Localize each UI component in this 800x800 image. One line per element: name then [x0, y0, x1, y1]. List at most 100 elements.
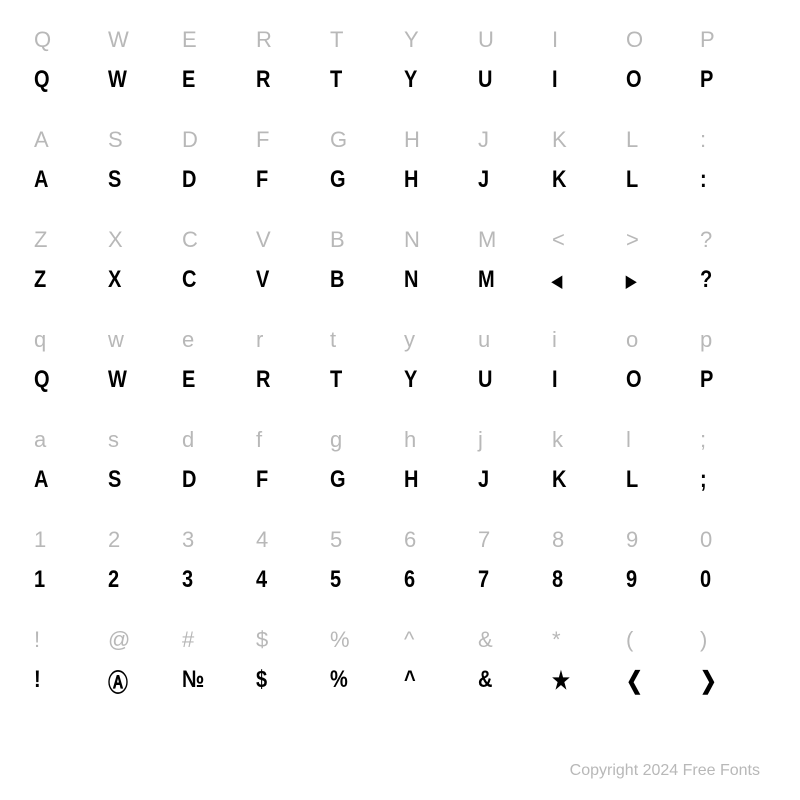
- font-glyph: 5: [330, 556, 341, 604]
- font-glyph: X: [108, 256, 121, 304]
- char-cell: UU: [474, 20, 548, 120]
- reference-character: d: [182, 420, 194, 460]
- reference-character: K: [552, 120, 567, 160]
- font-glyph: E: [182, 356, 195, 404]
- reference-character: #: [182, 620, 194, 660]
- reference-character: P: [700, 20, 715, 60]
- reference-character: t: [330, 320, 336, 360]
- reference-character: V: [256, 220, 271, 260]
- reference-character: 5: [330, 520, 342, 560]
- char-cell: )❯: [696, 620, 770, 720]
- char-cell: gG: [326, 420, 400, 520]
- font-glyph: T: [330, 356, 342, 404]
- reference-character: E: [182, 20, 197, 60]
- reference-character: (: [626, 620, 633, 660]
- char-cell: YY: [400, 20, 474, 120]
- font-glyph: V: [256, 256, 269, 304]
- font-glyph: Z: [34, 256, 46, 304]
- char-cell: dD: [178, 420, 252, 520]
- char-cell: 00: [696, 520, 770, 620]
- reference-character: U: [478, 20, 494, 60]
- reference-character: N: [404, 220, 420, 260]
- char-cell: OO: [622, 20, 696, 120]
- char-cell: $$: [252, 620, 326, 720]
- char-cell: QQ: [30, 20, 104, 120]
- font-glyph: ❮: [626, 656, 643, 704]
- font-glyph: B: [330, 256, 344, 304]
- char-cell: EE: [178, 20, 252, 120]
- char-cell: BB: [326, 220, 400, 320]
- char-cell: pP: [696, 320, 770, 420]
- reference-character: L: [626, 120, 638, 160]
- reference-character: 7: [478, 520, 490, 560]
- char-cell: SS: [104, 120, 178, 220]
- font-glyph: 7: [478, 556, 489, 604]
- font-glyph: I: [552, 356, 558, 404]
- font-glyph: ?: [700, 256, 712, 304]
- font-glyph: Y: [404, 56, 417, 104]
- reference-character: 6: [404, 520, 416, 560]
- font-glyph: ^: [404, 656, 416, 704]
- font-glyph: L: [626, 156, 638, 204]
- reference-character: H: [404, 120, 420, 160]
- reference-character: I: [552, 20, 558, 60]
- font-glyph: H: [404, 456, 418, 504]
- reference-character: F: [256, 120, 269, 160]
- char-cell: PP: [696, 20, 770, 120]
- char-cell: MM: [474, 220, 548, 320]
- font-glyph: 9: [626, 556, 637, 604]
- font-glyph: Q: [34, 56, 50, 104]
- font-glyph: D: [182, 156, 196, 204]
- font-glyph: 1: [34, 556, 45, 604]
- font-glyph: R: [256, 56, 270, 104]
- char-cell: <◂: [548, 220, 622, 320]
- char-cell: VV: [252, 220, 326, 320]
- reference-character: 8: [552, 520, 564, 560]
- char-cell: !!: [30, 620, 104, 720]
- font-glyph: G: [330, 456, 346, 504]
- char-cell: ::: [696, 120, 770, 220]
- char-cell: jJ: [474, 420, 548, 520]
- reference-character: G: [330, 120, 347, 160]
- char-cell: @Ⓐ: [104, 620, 178, 720]
- font-glyph: Ⓐ: [108, 656, 128, 704]
- reference-character: ^: [404, 620, 414, 660]
- char-cell: %%: [326, 620, 400, 720]
- char-cell: 77: [474, 520, 548, 620]
- font-glyph: S: [108, 456, 121, 504]
- char-cell: oO: [622, 320, 696, 420]
- char-cell: kK: [548, 420, 622, 520]
- char-cell: ZZ: [30, 220, 104, 320]
- char-cell: eE: [178, 320, 252, 420]
- char-cell: rR: [252, 320, 326, 420]
- reference-character: Y: [404, 20, 419, 60]
- reference-character: <: [552, 220, 565, 260]
- reference-character: @: [108, 620, 130, 660]
- char-cell: (❮: [622, 620, 696, 720]
- font-glyph: T: [330, 56, 342, 104]
- reference-character: !: [34, 620, 40, 660]
- font-glyph: O: [626, 356, 642, 404]
- reference-character: C: [182, 220, 198, 260]
- char-cell: NN: [400, 220, 474, 320]
- reference-character: l: [626, 420, 631, 460]
- reference-character: R: [256, 20, 272, 60]
- reference-character: M: [478, 220, 496, 260]
- reference-character: 4: [256, 520, 268, 560]
- character-map-grid: QQWWEERRTTYYUUIIOOPPAASSDDFFGGHHJJKKLL::…: [0, 0, 800, 720]
- reference-character: k: [552, 420, 563, 460]
- font-glyph: R: [256, 356, 270, 404]
- font-glyph: F: [256, 156, 268, 204]
- copyright-text: Copyright 2024 Free Fonts: [570, 762, 760, 780]
- font-glyph: ★: [552, 656, 570, 704]
- font-glyph: &: [478, 656, 492, 704]
- char-cell: AA: [30, 120, 104, 220]
- char-cell: WW: [104, 20, 178, 120]
- char-cell: hH: [400, 420, 474, 520]
- font-glyph: U: [478, 356, 492, 404]
- reference-character: y: [404, 320, 415, 360]
- reference-character: p: [700, 320, 712, 360]
- reference-character: g: [330, 420, 342, 460]
- font-glyph: I: [552, 56, 558, 104]
- char-cell: >▸: [622, 220, 696, 320]
